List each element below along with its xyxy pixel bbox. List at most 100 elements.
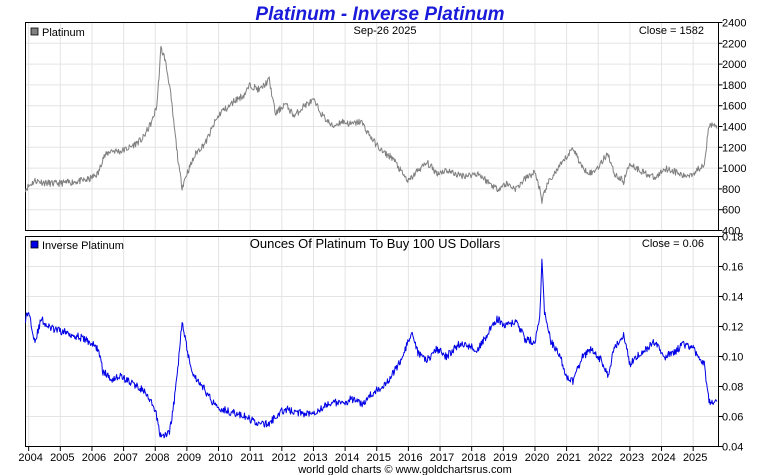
data-point	[186, 173, 187, 174]
data-point	[446, 170, 447, 171]
x-tick-label: 2018	[461, 452, 485, 464]
data-point	[674, 171, 675, 172]
data-point	[458, 175, 459, 176]
data-point	[174, 126, 175, 127]
x-tick-label: 2013	[303, 452, 327, 464]
data-point	[294, 411, 295, 412]
data-point	[515, 320, 516, 321]
data-point	[550, 341, 551, 342]
data-point	[151, 121, 152, 122]
data-point	[655, 341, 656, 342]
data-point	[373, 140, 374, 141]
data-point	[398, 363, 399, 364]
x-tick-label: 2009	[177, 452, 201, 464]
chart-title: Platinum - Inverse Platinum	[255, 4, 504, 25]
data-point	[468, 345, 469, 346]
data-point	[322, 407, 323, 408]
data-point	[506, 326, 507, 327]
x-tick-label: 2007	[113, 452, 137, 464]
data-point	[645, 173, 646, 174]
data-point	[178, 168, 179, 169]
data-point	[506, 183, 507, 184]
data-point	[591, 348, 592, 349]
data-point	[284, 408, 285, 409]
data-point	[182, 186, 183, 187]
data-point	[613, 173, 614, 174]
data-point	[275, 113, 276, 114]
data-point	[405, 348, 406, 349]
data-point	[25, 188, 26, 189]
data-point	[351, 398, 352, 399]
data-point	[487, 333, 488, 334]
y-tick-label: 0.16	[722, 262, 743, 274]
data-point	[196, 152, 197, 153]
data-point	[159, 434, 160, 435]
y-tick-label: 400	[722, 226, 740, 238]
data-point	[446, 356, 447, 357]
data-point	[202, 386, 203, 387]
data-point	[713, 124, 714, 125]
lower-legend-swatch	[30, 240, 39, 249]
data-point	[120, 375, 121, 376]
data-point	[560, 165, 561, 166]
y-tick-label: 2200	[722, 38, 746, 50]
data-point	[227, 107, 228, 108]
data-point	[674, 351, 675, 352]
data-point	[550, 178, 551, 179]
data-point	[53, 183, 54, 184]
data-point	[664, 168, 665, 169]
data-point	[629, 363, 630, 364]
data-point	[259, 90, 260, 91]
y-tick-label: 1200	[722, 142, 746, 154]
lower-series	[25, 258, 718, 439]
data-point	[629, 162, 630, 163]
data-point	[708, 126, 709, 127]
data-point	[417, 353, 418, 354]
data-point	[156, 416, 157, 417]
data-point	[341, 404, 342, 405]
data-point	[98, 348, 99, 349]
data-point	[164, 435, 165, 436]
data-point	[66, 332, 67, 333]
data-point	[477, 348, 478, 349]
data-point	[98, 173, 99, 174]
data-point	[169, 431, 170, 432]
data-point	[539, 318, 540, 319]
data-point	[392, 157, 393, 158]
upper-close-label: Close = 1582	[639, 25, 704, 37]
data-point	[53, 329, 54, 330]
data-point	[693, 173, 694, 174]
data-point	[44, 182, 45, 183]
data-point	[41, 318, 42, 319]
data-point	[645, 348, 646, 349]
x-tick-label: 2015	[367, 452, 391, 464]
data-point	[544, 311, 545, 312]
data-point	[250, 419, 251, 420]
data-point	[79, 336, 80, 337]
data-point	[275, 416, 276, 417]
data-point	[151, 404, 152, 405]
data-point	[269, 423, 270, 424]
y-tick-label: 800	[722, 184, 740, 196]
data-point	[259, 423, 260, 424]
data-point	[250, 84, 251, 85]
lower-panel: Inverse Platinum Ounces Of Platinum To B…	[25, 232, 743, 454]
upper-legend-swatch	[30, 27, 39, 36]
upper-grid	[25, 22, 719, 231]
lower-y-axis: 0.04 0.06 0.08 0.10 0.12 0.14 0.16 0.18	[718, 232, 743, 454]
x-tick-label: 2017	[430, 452, 454, 464]
data-point	[582, 168, 583, 169]
data-point	[541, 258, 542, 259]
data-point	[436, 348, 437, 349]
x-tick-label: 2019	[493, 452, 517, 464]
data-point	[129, 147, 130, 148]
series-line	[25, 258, 718, 439]
y-tick-label: 2400	[722, 18, 746, 30]
x-tick-label: 2008	[145, 452, 169, 464]
data-point	[47, 326, 48, 327]
data-point	[539, 188, 540, 189]
data-point	[156, 105, 157, 106]
data-point	[613, 348, 614, 349]
data-point	[683, 176, 684, 177]
